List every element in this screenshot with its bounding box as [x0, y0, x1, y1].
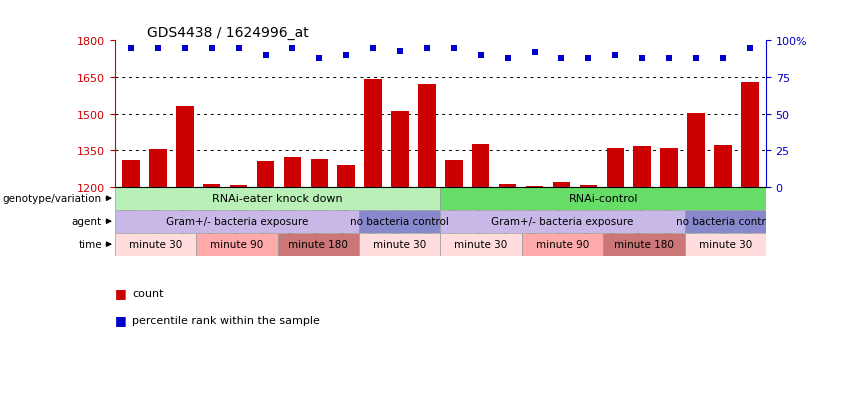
- Bar: [441, 210, 684, 233]
- Bar: [603, 233, 684, 256]
- Bar: [522, 233, 603, 256]
- Bar: [123, 161, 140, 187]
- Bar: [499, 185, 517, 187]
- Bar: [257, 162, 274, 187]
- Bar: [311, 159, 328, 187]
- Bar: [197, 233, 277, 256]
- Bar: [359, 233, 441, 256]
- Bar: [684, 233, 766, 256]
- Bar: [391, 112, 408, 187]
- Text: minute 30: minute 30: [373, 240, 426, 249]
- Bar: [149, 150, 167, 187]
- Bar: [283, 158, 301, 187]
- Text: percentile rank within the sample: percentile rank within the sample: [132, 315, 320, 325]
- Text: minute 90: minute 90: [536, 240, 589, 249]
- Bar: [741, 83, 758, 187]
- Text: RNAi-control: RNAi-control: [568, 194, 638, 204]
- Text: minute 180: minute 180: [288, 240, 348, 249]
- Text: minute 30: minute 30: [454, 240, 508, 249]
- Bar: [445, 161, 463, 187]
- Bar: [441, 233, 522, 256]
- Bar: [115, 187, 441, 210]
- Text: agent: agent: [71, 217, 102, 227]
- Bar: [364, 80, 382, 187]
- Text: ■: ■: [115, 313, 127, 327]
- Bar: [418, 85, 436, 187]
- Text: RNAi-eater knock down: RNAi-eater knock down: [213, 194, 343, 204]
- Bar: [660, 148, 677, 187]
- Bar: [176, 107, 193, 187]
- Text: Gram+/- bacteria exposure: Gram+/- bacteria exposure: [166, 217, 308, 227]
- Text: Gram+/- bacteria exposure: Gram+/- bacteria exposure: [491, 217, 634, 227]
- Bar: [714, 146, 732, 187]
- Bar: [441, 187, 766, 210]
- Bar: [338, 165, 355, 187]
- Bar: [230, 185, 248, 187]
- Text: no bacteria control: no bacteria control: [676, 217, 774, 227]
- Bar: [633, 147, 651, 187]
- Text: genotype/variation: genotype/variation: [3, 194, 102, 204]
- Bar: [472, 145, 489, 187]
- Text: minute 180: minute 180: [614, 240, 674, 249]
- Bar: [684, 210, 766, 233]
- Text: minute 30: minute 30: [129, 240, 182, 249]
- Text: ■: ■: [115, 287, 127, 300]
- Bar: [552, 183, 570, 187]
- Text: minute 90: minute 90: [210, 240, 264, 249]
- Bar: [115, 210, 359, 233]
- Bar: [359, 210, 441, 233]
- Text: time: time: [78, 240, 102, 249]
- Text: GDS4438 / 1624996_at: GDS4438 / 1624996_at: [147, 26, 309, 40]
- Bar: [580, 185, 597, 187]
- Text: minute 30: minute 30: [699, 240, 751, 249]
- Bar: [277, 233, 359, 256]
- Bar: [688, 114, 705, 187]
- Text: no bacteria control: no bacteria control: [351, 217, 449, 227]
- Text: count: count: [132, 288, 163, 298]
- Bar: [607, 148, 624, 187]
- Bar: [115, 233, 197, 256]
- Bar: [203, 185, 220, 187]
